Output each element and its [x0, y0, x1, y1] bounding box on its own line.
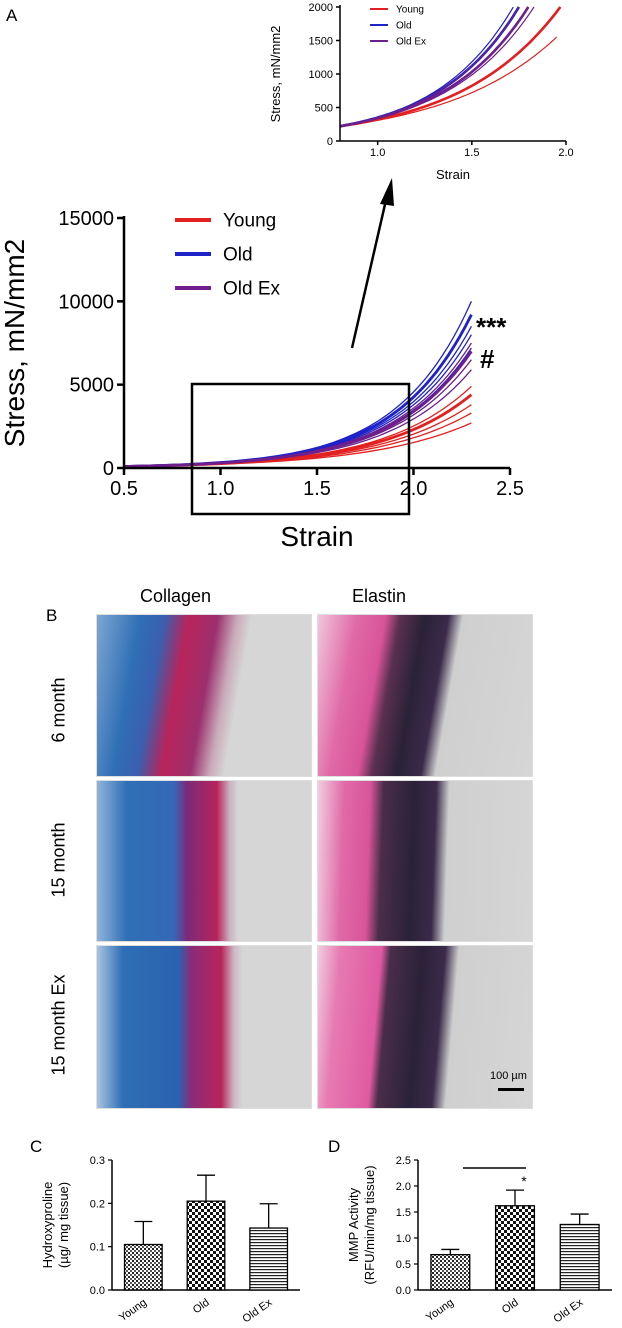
- zoom-arrow-head: [380, 178, 394, 206]
- y-tick-label: 2.0: [396, 1181, 411, 1193]
- micrograph-collagen-15-month: [96, 780, 312, 942]
- significance-oldex: #: [480, 344, 495, 374]
- x-tick-label: 1.5: [464, 147, 479, 159]
- y-tick-label: 0: [327, 136, 333, 148]
- bar-old: [494, 1205, 536, 1291]
- y-tick-label: 1000: [309, 69, 333, 81]
- y-axis-title: Hydroxyproline: [40, 1182, 55, 1269]
- significance-old: ***: [476, 312, 507, 342]
- y-tick-label: 1.5: [396, 1207, 411, 1219]
- legend-label: Old: [396, 21, 412, 32]
- y-axis-title: MMP Activity: [346, 1187, 361, 1262]
- hydroxyproline-chart: 0.0 0.1 0.2 0.3 Young Old Old Ex Hydroxyproline…: [40, 1155, 300, 1325]
- panel-label-d: D: [328, 1137, 341, 1156]
- y-tick-label: 0.5: [396, 1259, 411, 1271]
- row-label-6-month: 6 month: [48, 677, 69, 743]
- y-tick-label: 10000: [58, 291, 114, 313]
- x-tick-label: Old: [191, 1297, 212, 1317]
- legend-label: Young: [223, 211, 276, 232]
- x-tick-label: 1.5: [303, 478, 331, 500]
- legend-label: Old Ex: [396, 37, 426, 48]
- stress-strain-chart: 0 5000 10000 15000 0.5 1.0 1.5 2.0 2.5 Strain Stre…: [0, 208, 524, 552]
- series-line-old-ex: [123, 342, 472, 468]
- x-tick-label: Old Ex: [240, 1296, 274, 1325]
- panel-label-b: B: [46, 606, 58, 625]
- x-tick-label: Young: [424, 1297, 456, 1325]
- x-tick-label: Old Ex: [551, 1296, 585, 1325]
- series-line-old: [123, 325, 472, 468]
- panel-label-a: A: [6, 6, 18, 25]
- x-tick-label: Young: [117, 1297, 149, 1325]
- row-label-15-month: 15 month: [48, 822, 69, 898]
- bar-young: [123, 1243, 163, 1291]
- series-line-old: [123, 314, 473, 468]
- x-tick-label: 2.0: [400, 478, 428, 500]
- series-line-old-ex: [123, 350, 473, 468]
- col-header-elastin: Elastin: [352, 586, 407, 606]
- micrograph-collagen-6-month: [96, 614, 312, 777]
- y-axis-title: (RFU/min/mg tissue): [362, 1165, 377, 1284]
- legend-label: Old Ex: [223, 279, 281, 300]
- bar-old-ex: [249, 1227, 289, 1291]
- y-tick-label: 15000: [58, 208, 114, 230]
- y-tick-label: 5000: [70, 375, 115, 397]
- x-tick-label: 0.5: [110, 478, 138, 500]
- inset-chart: 0 500 1000 1500 2000 1.0 1.5 2.0 Strain Stress, m…: [268, 2, 574, 182]
- micrograph-elastin-6-month: [317, 614, 533, 777]
- series-line-young: [123, 422, 472, 468]
- row-label-15-month-ex: 15 month Ex: [48, 974, 69, 1076]
- micrograph-elastin-15-month: [317, 780, 533, 942]
- x-tick-label: 1.0: [370, 147, 385, 159]
- y-tick-label: 0.2: [90, 1198, 105, 1210]
- y-tick-label: 0.0: [396, 1285, 411, 1297]
- bar-old-ex: [559, 1223, 600, 1291]
- series-line-old: [123, 334, 472, 468]
- y-axis-title: Stress, mN/mm2: [0, 239, 30, 447]
- mmp-activity-chart: 0.0 0.5 1.0 1.5 2.0 2.5 Young Old Old Ex MMP Acti…: [346, 1155, 612, 1325]
- y-tick-label: 2.5: [396, 1155, 411, 1167]
- zoom-arrow-line: [350, 199, 388, 349]
- series-line-old-ex: [123, 359, 472, 468]
- x-axis-title: Strain: [436, 167, 470, 182]
- zoom-box: [190, 382, 411, 516]
- micrograph-collagen-15-month-ex: [96, 945, 312, 1109]
- y-tick-label: 1.0: [396, 1233, 411, 1245]
- micrograph-elastin-15-month-ex: 100 µm: [317, 945, 533, 1109]
- bar-young: [430, 1253, 471, 1291]
- legend-label: Old: [223, 245, 253, 266]
- scale-bar-line: [498, 1088, 524, 1091]
- panel-label-c: C: [30, 1137, 43, 1156]
- significance-mmp: *: [521, 1173, 527, 1189]
- y-tick-label: 0.3: [90, 1155, 105, 1167]
- legend-label: Young: [396, 5, 424, 16]
- y-tick-label: 0: [103, 458, 114, 480]
- y-tick-label: 2000: [309, 2, 333, 14]
- y-tick-label: 1500: [309, 35, 333, 47]
- y-axis-title: Stress, mN/mm2: [268, 26, 283, 123]
- x-axis-title: Strain: [280, 521, 353, 552]
- col-header-collagen: Collagen: [140, 586, 212, 606]
- x-tick-label: Old: [500, 1297, 521, 1317]
- y-tick-label: 0.1: [90, 1242, 105, 1254]
- x-tick-label: 2.0: [558, 147, 573, 159]
- bar-old: [186, 1200, 226, 1291]
- scale-bar-label: 100 µm: [490, 1070, 527, 1082]
- y-tick-label: 500: [315, 102, 333, 114]
- y-axis-title: (µg/ mg tissue): [56, 1182, 71, 1268]
- y-tick-label: 0.0: [90, 1285, 105, 1297]
- series-line-old-ex: [339, 6, 535, 127]
- x-tick-label: 1.0: [207, 478, 235, 500]
- x-tick-label: 2.5: [496, 478, 524, 500]
